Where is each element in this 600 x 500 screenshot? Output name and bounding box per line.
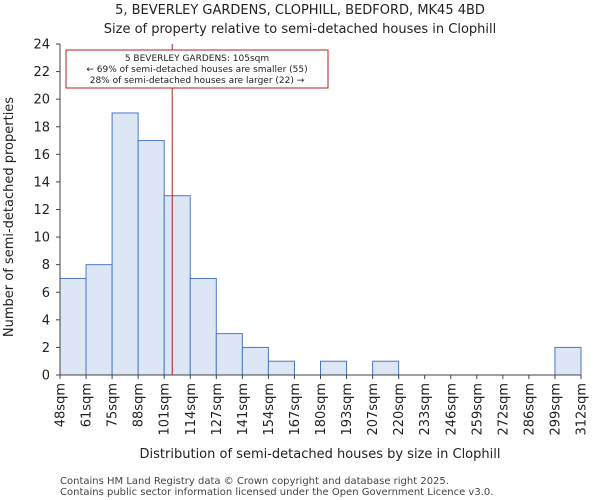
x-tick-label: 167sqm xyxy=(288,383,303,436)
footer-line-2: Contains public sector information licen… xyxy=(60,487,493,498)
x-tick-label: 312sqm xyxy=(575,383,590,436)
y-tick-label: 22 xyxy=(33,65,50,80)
histogram-bar xyxy=(241,346,269,376)
x-tick-label: 207sqm xyxy=(366,383,381,436)
histogram-bar xyxy=(372,360,400,376)
y-tick-label: 2 xyxy=(42,341,50,356)
x-tick-label: 61sqm xyxy=(80,383,95,427)
x-tick-label: 246sqm xyxy=(444,383,459,436)
x-tick-label: 154sqm xyxy=(262,383,277,436)
x-tick-label: 141sqm xyxy=(236,383,251,436)
marker-annotation: 5 BEVERLEY GARDENS: 105sqm ← 69% of semi… xyxy=(65,49,329,89)
histogram-bar xyxy=(59,277,87,376)
y-tick-label: 16 xyxy=(33,148,50,163)
x-tick-label: 259sqm xyxy=(470,383,485,436)
histogram-bar xyxy=(554,346,582,376)
x-axis-ticks: 48sqm 61sqm 75sqm 88sqm 101sqm 114sqm 127sqm 14… xyxy=(54,375,590,436)
histogram-bar xyxy=(267,360,295,376)
histogram-bar xyxy=(137,140,165,376)
x-tick-label: 114sqm xyxy=(184,383,199,436)
y-tick-label: 0 xyxy=(42,369,50,384)
annotation-line-3: 28% of semi-detached houses are larger (… xyxy=(90,76,305,86)
y-tick-label: 18 xyxy=(33,120,50,135)
x-tick-label: 180sqm xyxy=(314,383,329,436)
histogram-bar xyxy=(189,277,217,376)
x-tick-label: 220sqm xyxy=(392,383,407,436)
histogram-bar xyxy=(215,333,243,376)
chart-title: 5, BEVERLEY GARDENS, CLOPHILL, BEDFORD, … xyxy=(115,3,485,18)
y-tick-label: 24 xyxy=(33,38,50,53)
annotation-line-1: 5 BEVERLEY GARDENS: 105sqm xyxy=(125,54,269,64)
y-tick-label: 20 xyxy=(33,93,50,108)
histogram-bar xyxy=(85,264,113,376)
annotation-box xyxy=(65,49,329,89)
x-tick-label: 101sqm xyxy=(158,383,173,436)
x-tick-label: 127sqm xyxy=(210,383,225,436)
histogram-bar xyxy=(111,112,139,376)
y-tick-label: 4 xyxy=(42,313,50,328)
y-tick-label: 10 xyxy=(33,231,50,246)
x-tick-label: 193sqm xyxy=(340,383,355,436)
histogram-bar xyxy=(163,195,191,376)
x-tick-label: 272sqm xyxy=(496,383,511,436)
x-tick-label: 75sqm xyxy=(106,383,121,427)
x-tick-label: 48sqm xyxy=(54,383,69,427)
footer-line-1: Contains HM Land Registry data © Crown c… xyxy=(60,476,449,487)
y-axis-label: Number of semi-detached properties xyxy=(2,97,17,337)
y-tick-label: 8 xyxy=(42,258,50,273)
y-tick-label: 12 xyxy=(33,203,50,218)
y-tick-label: 14 xyxy=(33,175,50,190)
histogram-bar xyxy=(320,360,348,376)
x-tick-label: 299sqm xyxy=(548,383,563,436)
x-tick-label: 233sqm xyxy=(418,383,433,436)
y-tick-label: 6 xyxy=(42,286,50,301)
chart-subtitle: Size of property relative to semi-detach… xyxy=(104,22,497,37)
x-axis-label: Distribution of semi-detached houses by … xyxy=(140,447,501,462)
x-tick-label: 286sqm xyxy=(522,383,537,436)
bars-group xyxy=(59,112,582,376)
x-tick-label: 88sqm xyxy=(132,383,147,427)
annotation-line-2: ← 69% of semi-detached houses are smalle… xyxy=(86,65,307,75)
